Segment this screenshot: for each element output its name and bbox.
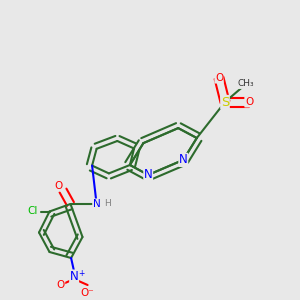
Text: CH₃: CH₃ xyxy=(238,80,254,88)
Text: O: O xyxy=(245,97,253,107)
Text: N: N xyxy=(70,270,79,283)
Text: +: + xyxy=(78,269,85,278)
Text: O: O xyxy=(56,280,65,290)
Text: O: O xyxy=(215,73,223,83)
Text: O⁻: O⁻ xyxy=(81,287,94,298)
Text: N: N xyxy=(179,153,188,167)
Text: N: N xyxy=(93,199,101,209)
Text: O: O xyxy=(54,181,63,191)
Text: Cl: Cl xyxy=(28,206,38,217)
Text: H: H xyxy=(104,200,110,208)
Text: S: S xyxy=(221,95,229,109)
Text: N: N xyxy=(144,168,153,182)
